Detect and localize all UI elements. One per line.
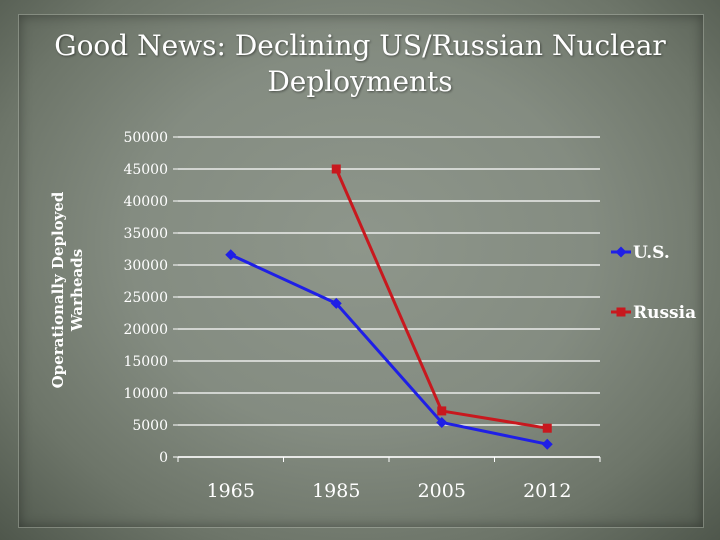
x-tick-label-2005: 2005 [418, 480, 466, 502]
y-tick-label-25000: 25000 [123, 290, 168, 306]
y-tick-label-30000: 30000 [123, 258, 168, 274]
y-axis-label: Operationally Deployed Warheads [49, 191, 86, 388]
gridlines [178, 136, 600, 458]
series-line-us [230, 253, 548, 446]
data-point-russia-2012 [542, 423, 552, 433]
y-axis-label-line-1: Operationally Deployed [49, 191, 67, 388]
y-axis-label-line-2: Warheads [68, 249, 86, 332]
legend-marker-us [615, 246, 627, 258]
data-point-us-2005 [436, 416, 448, 428]
axes [173, 136, 601, 462]
y-tick-label-0: 0 [159, 450, 168, 466]
series [225, 164, 553, 450]
slide-title-line-2: Deployments [267, 65, 453, 98]
y-tick-labels: 0 5000 10000 15000 20000 25000 30000 35000 40000… [123, 130, 168, 466]
data-point-us-1985 [330, 297, 342, 309]
y-tick-label-5000: 5000 [132, 418, 168, 434]
x-tick-label-1965: 1965 [207, 480, 255, 502]
y-tick-label-15000: 15000 [123, 354, 168, 370]
legend-marker-russia [616, 307, 626, 317]
slide-frame [18, 14, 704, 528]
y-tick-label-35000: 35000 [123, 226, 168, 242]
y-tick-label-10000: 10000 [123, 386, 168, 402]
y-tick-label-45000: 45000 [123, 162, 168, 178]
slide-title-line-1: Good News: Declining US/Russian Nuclear [54, 29, 666, 62]
y-tick-label-50000: 50000 [123, 130, 168, 146]
data-point-russia-1985 [331, 164, 341, 174]
data-point-us-2012 [541, 438, 553, 450]
data-point-us-1965 [225, 249, 237, 261]
y-tick-label-40000: 40000 [123, 194, 168, 210]
legend-label-russia: Russia [633, 303, 696, 323]
slide-title: Good News: Declining US/Russian Nuclear … [40, 28, 680, 100]
data-point-russia-2005 [437, 406, 447, 416]
x-tick-label-2012: 2012 [523, 480, 571, 502]
x-tick-labels: 1965 1985 2005 2012 [207, 480, 572, 502]
legend-label-us: U.S. [633, 243, 670, 263]
x-tick-label-1985: 1985 [312, 480, 360, 502]
y-tick-label-20000: 20000 [123, 322, 168, 338]
legend: U.S. Russia [611, 243, 696, 323]
series-line-russia [334, 168, 548, 430]
